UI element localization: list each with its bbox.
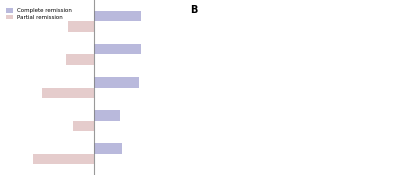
Bar [68,22,94,32]
Bar [42,88,94,98]
Bar [94,143,122,153]
Legend: Complete remission, Partial remission: Complete remission, Partial remission [5,6,74,22]
Bar [94,44,141,54]
Bar [66,54,94,65]
Bar [94,11,141,22]
Bar [94,77,139,88]
Text: B: B [190,5,198,15]
Bar [33,153,94,164]
Bar [73,121,94,131]
Bar [94,110,120,121]
